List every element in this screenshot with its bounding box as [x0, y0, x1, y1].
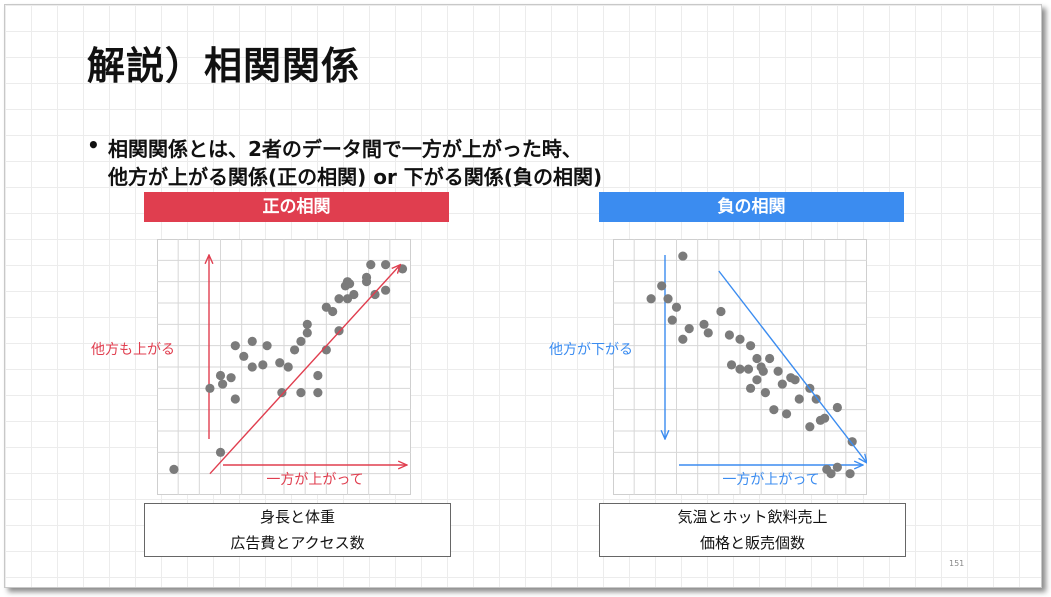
- data-point: [773, 366, 783, 376]
- positive-correlation-chart: 一方が上がって: [157, 239, 411, 495]
- data-point: [752, 375, 762, 385]
- data-point: [745, 341, 756, 351]
- data-point: [296, 388, 306, 398]
- negative-example-1: 気温とホット飲料売上: [677, 508, 828, 526]
- data-point: [735, 334, 745, 344]
- negative-y-axis-label: 他方が下がる: [549, 342, 633, 358]
- bullet-marker: •: [87, 133, 100, 157]
- page-number: 151: [949, 559, 965, 568]
- data-point: [275, 358, 285, 368]
- data-point: [777, 379, 787, 389]
- data-point: [678, 251, 688, 261]
- data-point: [703, 328, 713, 338]
- data-point: [342, 294, 353, 304]
- data-point: [832, 402, 842, 413]
- data-point: [215, 447, 226, 457]
- data-point: [247, 336, 257, 346]
- data-point: [247, 362, 257, 372]
- data-point: [752, 353, 762, 364]
- data-point: [218, 379, 228, 389]
- bullet-line-2: 他方が上がる関係(正の相関) or 下がる関係(負の相関): [108, 165, 603, 189]
- data-point: [205, 383, 215, 393]
- negative-correlation-chart: 一方が上がって: [613, 239, 867, 495]
- data-point: [345, 279, 355, 289]
- positive-correlation-header: 正の相関: [144, 192, 449, 222]
- data-point: [811, 394, 821, 404]
- data-point: [724, 330, 735, 340]
- data-point: [847, 437, 857, 447]
- data-point: [769, 405, 779, 415]
- data-point: [765, 353, 775, 364]
- data-point: [169, 464, 179, 474]
- positive-y-axis-label: 他方も上がる: [91, 342, 175, 358]
- data-point: [302, 319, 312, 329]
- data-point: [283, 362, 293, 372]
- x-axis-label: 一方が上がって: [722, 472, 819, 488]
- data-point: [684, 324, 694, 334]
- bullet-line-1: 相関関係とは、2者のデータ間で一方が上がった時、: [108, 137, 582, 161]
- data-point: [361, 272, 372, 282]
- data-point: [215, 370, 226, 381]
- data-point: [646, 294, 656, 304]
- data-point: [313, 388, 323, 398]
- data-point: [239, 351, 249, 361]
- data-point: [671, 302, 682, 312]
- data-point: [226, 373, 236, 383]
- data-point: [370, 289, 380, 300]
- data-point: [663, 294, 673, 304]
- negative-correlation-header: 負の相関: [599, 192, 904, 222]
- data-point: [760, 388, 770, 398]
- data-point: [366, 260, 376, 270]
- data-point: [815, 415, 826, 425]
- data-point: [832, 462, 842, 472]
- data-point: [678, 334, 688, 344]
- positive-example-1: 身長と体重: [259, 508, 335, 526]
- data-point: [667, 315, 677, 325]
- trend-arrow: [718, 270, 867, 463]
- data-point: [786, 373, 796, 383]
- negative-example-2: 価格と販売個数: [699, 534, 805, 552]
- data-point: [230, 341, 240, 351]
- data-point: [822, 464, 832, 474]
- data-point: [699, 319, 709, 329]
- positive-example-2: 広告費とアクセス数: [230, 534, 365, 552]
- data-point: [381, 260, 391, 270]
- positive-examples-box: 身長と体重 広告費とアクセス数: [144, 503, 451, 557]
- slide: 解説）相関関係 • 相関関係とは、2者のデータ間で一方が上がった時、 他方が上が…: [4, 4, 1042, 588]
- data-point: [726, 360, 737, 370]
- trend-arrow: [209, 265, 401, 475]
- negative-examples-box: 気温とホット飲料売上 価格と販売個数: [599, 503, 906, 557]
- data-point: [296, 336, 306, 346]
- slide-title: 解説）相関関係: [87, 44, 361, 88]
- data-point: [743, 364, 754, 374]
- data-point: [716, 306, 726, 317]
- data-point: [289, 345, 300, 355]
- data-point: [230, 394, 240, 404]
- data-point: [302, 328, 312, 338]
- data-point: [313, 370, 323, 381]
- data-point: [794, 394, 804, 404]
- data-point: [758, 366, 768, 376]
- data-point: [657, 281, 667, 291]
- x-axis-label: 一方が上がって: [266, 472, 363, 488]
- data-point: [277, 388, 287, 398]
- data-point: [258, 360, 268, 370]
- data-point: [735, 364, 745, 374]
- data-point: [334, 294, 344, 304]
- data-point: [328, 306, 338, 317]
- data-point: [262, 341, 272, 351]
- data-point: [745, 383, 756, 393]
- data-point: [845, 469, 855, 479]
- data-point: [781, 409, 792, 419]
- data-point: [381, 285, 391, 295]
- data-point: [805, 422, 815, 432]
